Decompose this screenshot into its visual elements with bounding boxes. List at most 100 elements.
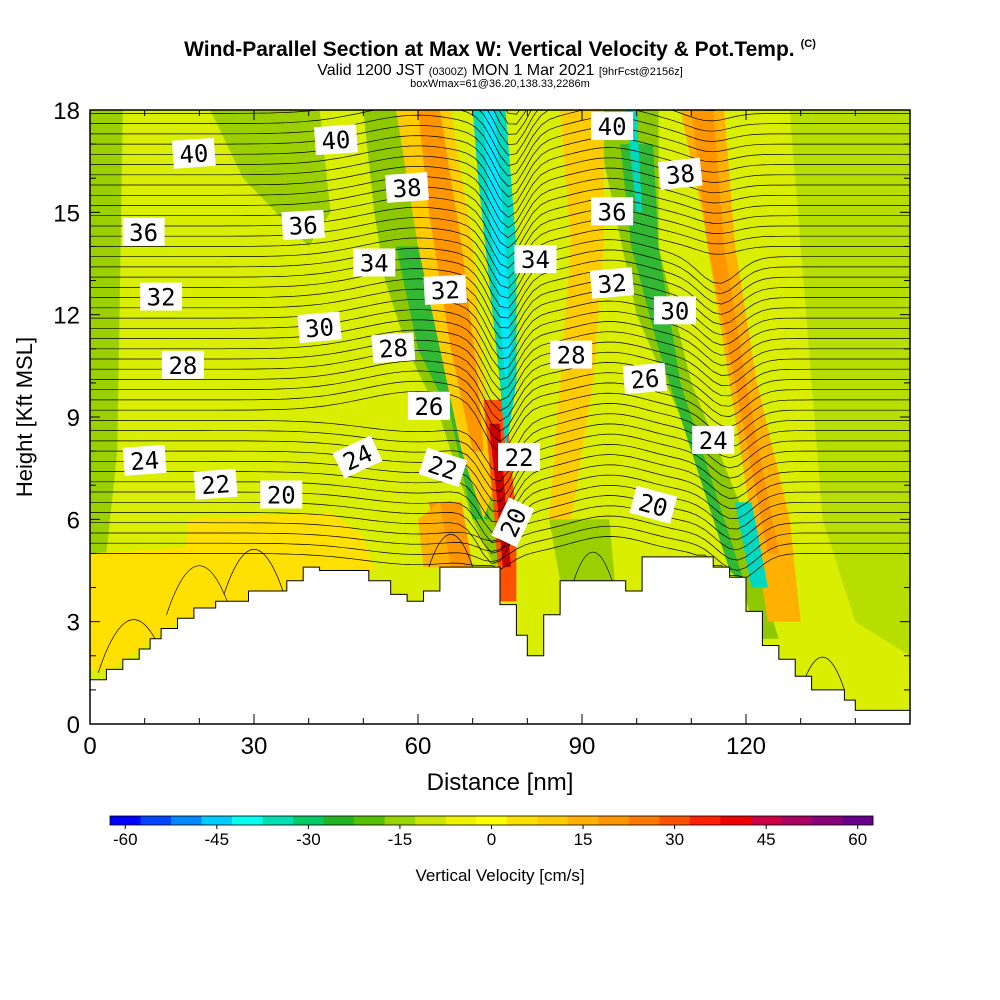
isentrope-line [90,93,910,104]
contour-label-box [385,172,429,203]
isentrope-line [90,124,910,187]
x-tick-label: 30 [241,733,268,760]
contour-label: 24 [692,425,735,455]
isentrope-line [90,380,910,442]
isentrope-line [90,114,910,177]
contour-label: 38 [657,157,703,190]
contour-label-box [692,425,735,454]
contour-label-box [371,332,416,364]
isentrope-line [90,288,910,349]
isentrope-line [90,329,910,391]
isentrope-line [90,423,910,492]
colorbar: -60 -45 -30 -15 0 15 30 45 60 [109,815,874,849]
colorbar-swatch [323,816,355,825]
contour-label-box [657,157,703,190]
contour-label-text: 28 [378,334,409,364]
contour-label-text: 20 [267,482,296,510]
contour-label-box [418,447,468,488]
isentrope-line [90,186,910,249]
colorbar-swatch [659,816,691,825]
contour-label-text: 40 [598,113,627,141]
x-tick-label: 120 [726,733,766,760]
isentrope-line [90,227,910,289]
contour-label: 20 [629,485,678,524]
contour-label: 36 [281,209,325,241]
colorbar-swatch [140,816,172,825]
contour-label-text: 40 [179,139,210,169]
contour-label: 28 [371,332,416,364]
colorbar-tick-label: -30 [296,830,321,849]
contour-label-text: 28 [168,352,197,380]
contour-label-box [591,197,634,226]
contour-label: 20 [260,480,303,510]
isentrope-line [90,237,910,299]
contour-label: 34 [353,248,396,278]
contour-label-text: 22 [505,444,534,472]
isentrope-line [90,196,910,259]
isentrope-line [90,145,910,208]
contour-label-text: 34 [521,246,550,274]
contour-labels: 40 40 40 38 38 36 36 36 34 34 32 32 32 30 30 28 28 28 26 26… [122,112,735,548]
contour-label-text: 32 [596,269,627,299]
colorbar-swatch [354,816,385,825]
contour-label-text: 36 [129,219,158,247]
contour-label-text: 30 [660,297,689,325]
contour-label-text: 24 [699,427,728,455]
contour-label-box [122,217,165,246]
contour-label: 26 [407,391,450,421]
colorbar-tick-label: -15 [388,830,413,849]
contour-label-text: 40 [321,126,352,156]
field-band-green [90,110,123,554]
contour-label: 22 [418,447,468,488]
colorbar-swatch [781,816,813,825]
contour-label-text: 36 [288,211,318,240]
contour-label-box [171,137,216,169]
isentrope-line [90,110,910,167]
colorbar-swatch [445,816,477,825]
box-info: boxWmax=61@36.20,138.33,2286m [410,78,590,90]
field-band-updraft [691,110,779,554]
contour-label: 36 [591,197,634,226]
contour-label-box [193,468,238,500]
contour-label-box [407,391,450,420]
x-axis-label: Distance [nm] [427,769,574,796]
field-band-updraft [418,502,451,568]
chart-title-text: Wind-Parallel Section at Max W: Vertical… [184,38,795,61]
isentrope-line [90,525,910,571]
y-tick-label: 12 [53,303,80,330]
colorbar-tick-label: 60 [848,830,867,849]
isentrope-line [90,319,910,381]
valid-time-utc: (0300Z) [428,66,468,78]
isentrope-arc [428,534,474,568]
contour-label-text: 38 [392,174,423,204]
contour-label: 38 [385,172,429,204]
colorbar-swatch [628,816,660,825]
contour-label-text: 34 [360,250,389,278]
isentrope-line [90,268,910,329]
contour-label-box [140,282,183,311]
isentrope-line [493,110,532,135]
contour-label-box [353,248,396,277]
colorbar-swatch [598,816,630,825]
colorbar-swatch [750,816,782,825]
colorbar-swatch [232,816,263,825]
isentrope-line [90,515,910,561]
contour-label-text: 32 [147,284,176,312]
isentrope-line [90,309,910,370]
colorbar-tick-label: 45 [757,830,776,849]
contour-label: 24 [122,444,167,476]
copyright-tag: (C) [800,38,816,50]
isentrope-line [90,258,910,319]
contour-label: 32 [589,267,635,299]
isentrope-line [90,370,910,432]
x-tick-label: 0 [83,733,96,760]
colorbar-swatch [476,816,508,825]
contour-label-text: 38 [665,159,697,190]
colorbar-swatch [720,816,752,825]
valid-time-date: MON 1 Mar 2021 [471,62,595,79]
isentrope-line [90,206,910,269]
colorbar-tick-label: -45 [205,830,230,849]
contour-label-box [297,311,342,344]
